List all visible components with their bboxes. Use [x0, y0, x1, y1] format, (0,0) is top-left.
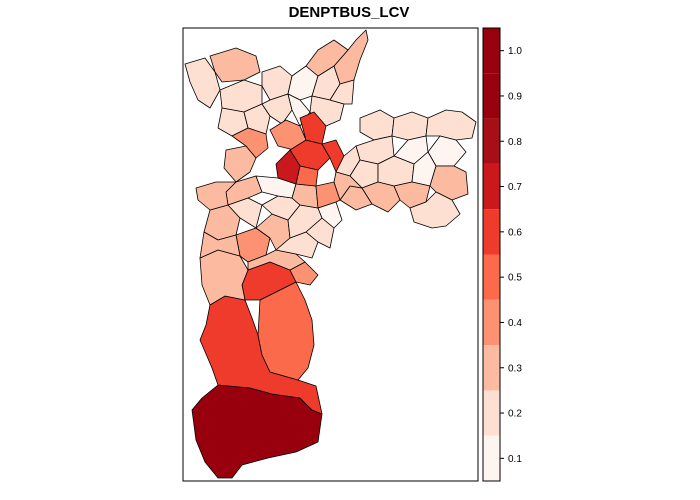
legend-swatch — [483, 299, 500, 346]
district-44 — [295, 165, 319, 187]
district-22 — [315, 181, 341, 209]
legend-tick-label: 0.9 — [508, 91, 522, 102]
district-24 — [184, 57, 221, 109]
legend-swatch — [483, 118, 500, 164]
map-regions — [184, 29, 477, 479]
legend-tick-label: 0.3 — [508, 363, 522, 374]
map-title: DENPTBUS_LCV — [289, 4, 410, 21]
district-55 — [429, 165, 469, 201]
legend-swatch — [483, 254, 500, 300]
district-35 — [305, 39, 349, 77]
legend-swatch — [483, 390, 500, 436]
district-19 — [195, 181, 237, 211]
district-30 — [243, 103, 271, 135]
legend-swatch — [483, 209, 500, 255]
district-25 — [209, 47, 261, 83]
district-37 — [329, 79, 355, 105]
legend-tick-label: 0.6 — [508, 227, 522, 238]
district-45 — [359, 109, 395, 141]
district-2 — [199, 295, 323, 415]
legend-tick-label: 0.5 — [508, 273, 522, 284]
legend-tick-label: 0.1 — [508, 454, 522, 465]
legend-tick-label: 0.4 — [508, 318, 522, 329]
legend-swatch — [483, 28, 500, 74]
legend-swatch — [483, 163, 500, 210]
legend-swatch — [483, 73, 500, 119]
legend-tick-label: 0.8 — [508, 137, 522, 148]
district-38 — [231, 127, 269, 159]
legend-frame — [482, 27, 501, 482]
district-47 — [425, 109, 477, 141]
legend-swatch — [483, 345, 500, 391]
district-59 — [409, 191, 461, 229]
legend-tick-label: 0.7 — [508, 182, 522, 193]
legend-swatch — [483, 435, 500, 481]
map-frame — [182, 27, 479, 482]
legend-tick-label: 0.2 — [508, 409, 522, 420]
map-legend: 0.1 0.2 0.3 0.4 0.5 0.6 0.7 0.8 0.9 1.0 — [482, 27, 522, 482]
district-46 — [391, 111, 429, 141]
district-41 — [299, 111, 327, 145]
legend-tick-label: 1.0 — [508, 46, 522, 57]
district-5 — [199, 249, 249, 306]
district-60 — [333, 171, 363, 201]
district-9 — [199, 231, 241, 259]
